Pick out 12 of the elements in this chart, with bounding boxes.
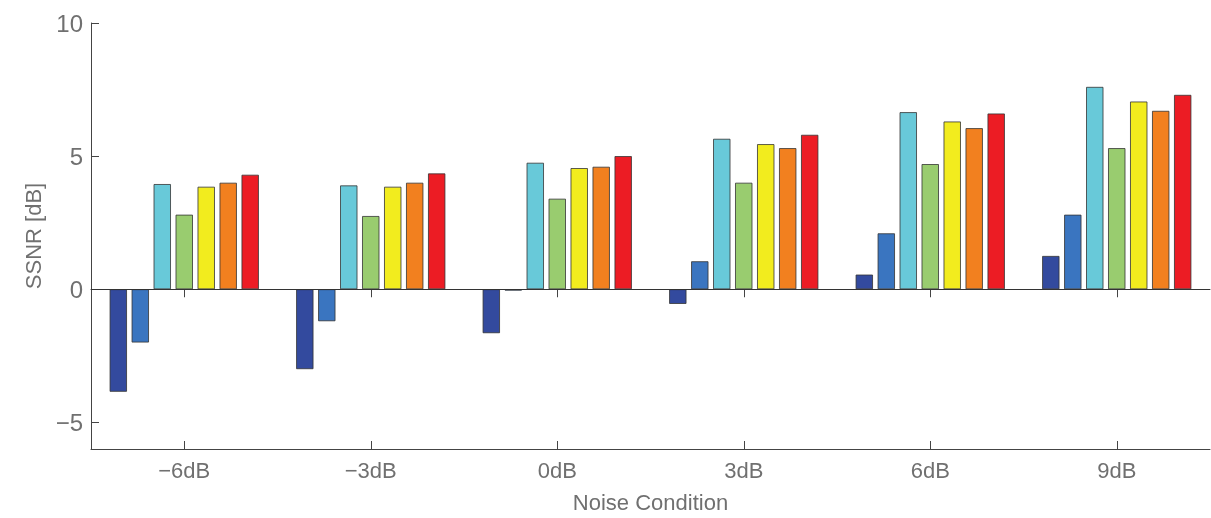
x-tick-label: 9dB bbox=[1097, 457, 1137, 483]
x-axis-title: Noise Condition bbox=[572, 489, 729, 515]
y-axis-title: SSNR [dB] bbox=[21, 182, 47, 290]
y-tick-label: 5 bbox=[69, 142, 83, 170]
x-tick-label: 3dB bbox=[724, 457, 764, 483]
x-tick-label: −6dB bbox=[158, 457, 211, 483]
y-tick-label: 10 bbox=[56, 9, 83, 37]
x-tick-label: −3dB bbox=[344, 457, 397, 483]
y-tick-label: −5 bbox=[55, 408, 83, 436]
x-tick-label: 0dB bbox=[537, 457, 577, 483]
x-tick-label: 6dB bbox=[910, 457, 950, 483]
y-tick-label: 0 bbox=[69, 275, 83, 303]
